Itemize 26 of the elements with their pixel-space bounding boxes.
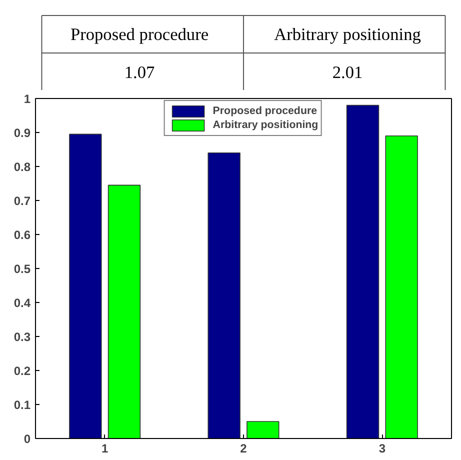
- x-tick-label: 2: [240, 442, 248, 456]
- y-tick-label: 0.6: [14, 228, 31, 242]
- bar: [346, 104, 380, 438]
- text: 2.01: [332, 62, 363, 82]
- y-tick-label: 0.1: [14, 398, 31, 412]
- bar: [246, 421, 280, 438]
- y-tick-label: 0.4: [14, 296, 31, 310]
- text: Proposed procedure: [70, 24, 209, 44]
- y-tick-label: 1: [24, 92, 31, 106]
- bar: [385, 136, 418, 438]
- y-tick-label: 0.2: [14, 364, 31, 378]
- text: 1.07: [124, 62, 155, 82]
- text: Arbitrary positioning: [274, 24, 422, 44]
- legend-label: Proposed procedure: [212, 104, 318, 118]
- bar: [108, 184, 141, 438]
- bar: [208, 152, 240, 438]
- y-tick-label: 0.5: [14, 262, 31, 276]
- bar: [69, 134, 102, 438]
- legend-label: Arbitrary positioning: [212, 118, 318, 132]
- y-tick-label: 0: [24, 432, 31, 446]
- y-tick-label: 0.8: [14, 160, 31, 174]
- y-tick-label: 0.3: [14, 330, 31, 344]
- y-tick-label: 0.7: [14, 194, 31, 208]
- x-tick-label: 1: [101, 442, 108, 456]
- y-tick-label: 0.9: [14, 126, 31, 140]
- x-tick-label: 3: [378, 442, 386, 456]
